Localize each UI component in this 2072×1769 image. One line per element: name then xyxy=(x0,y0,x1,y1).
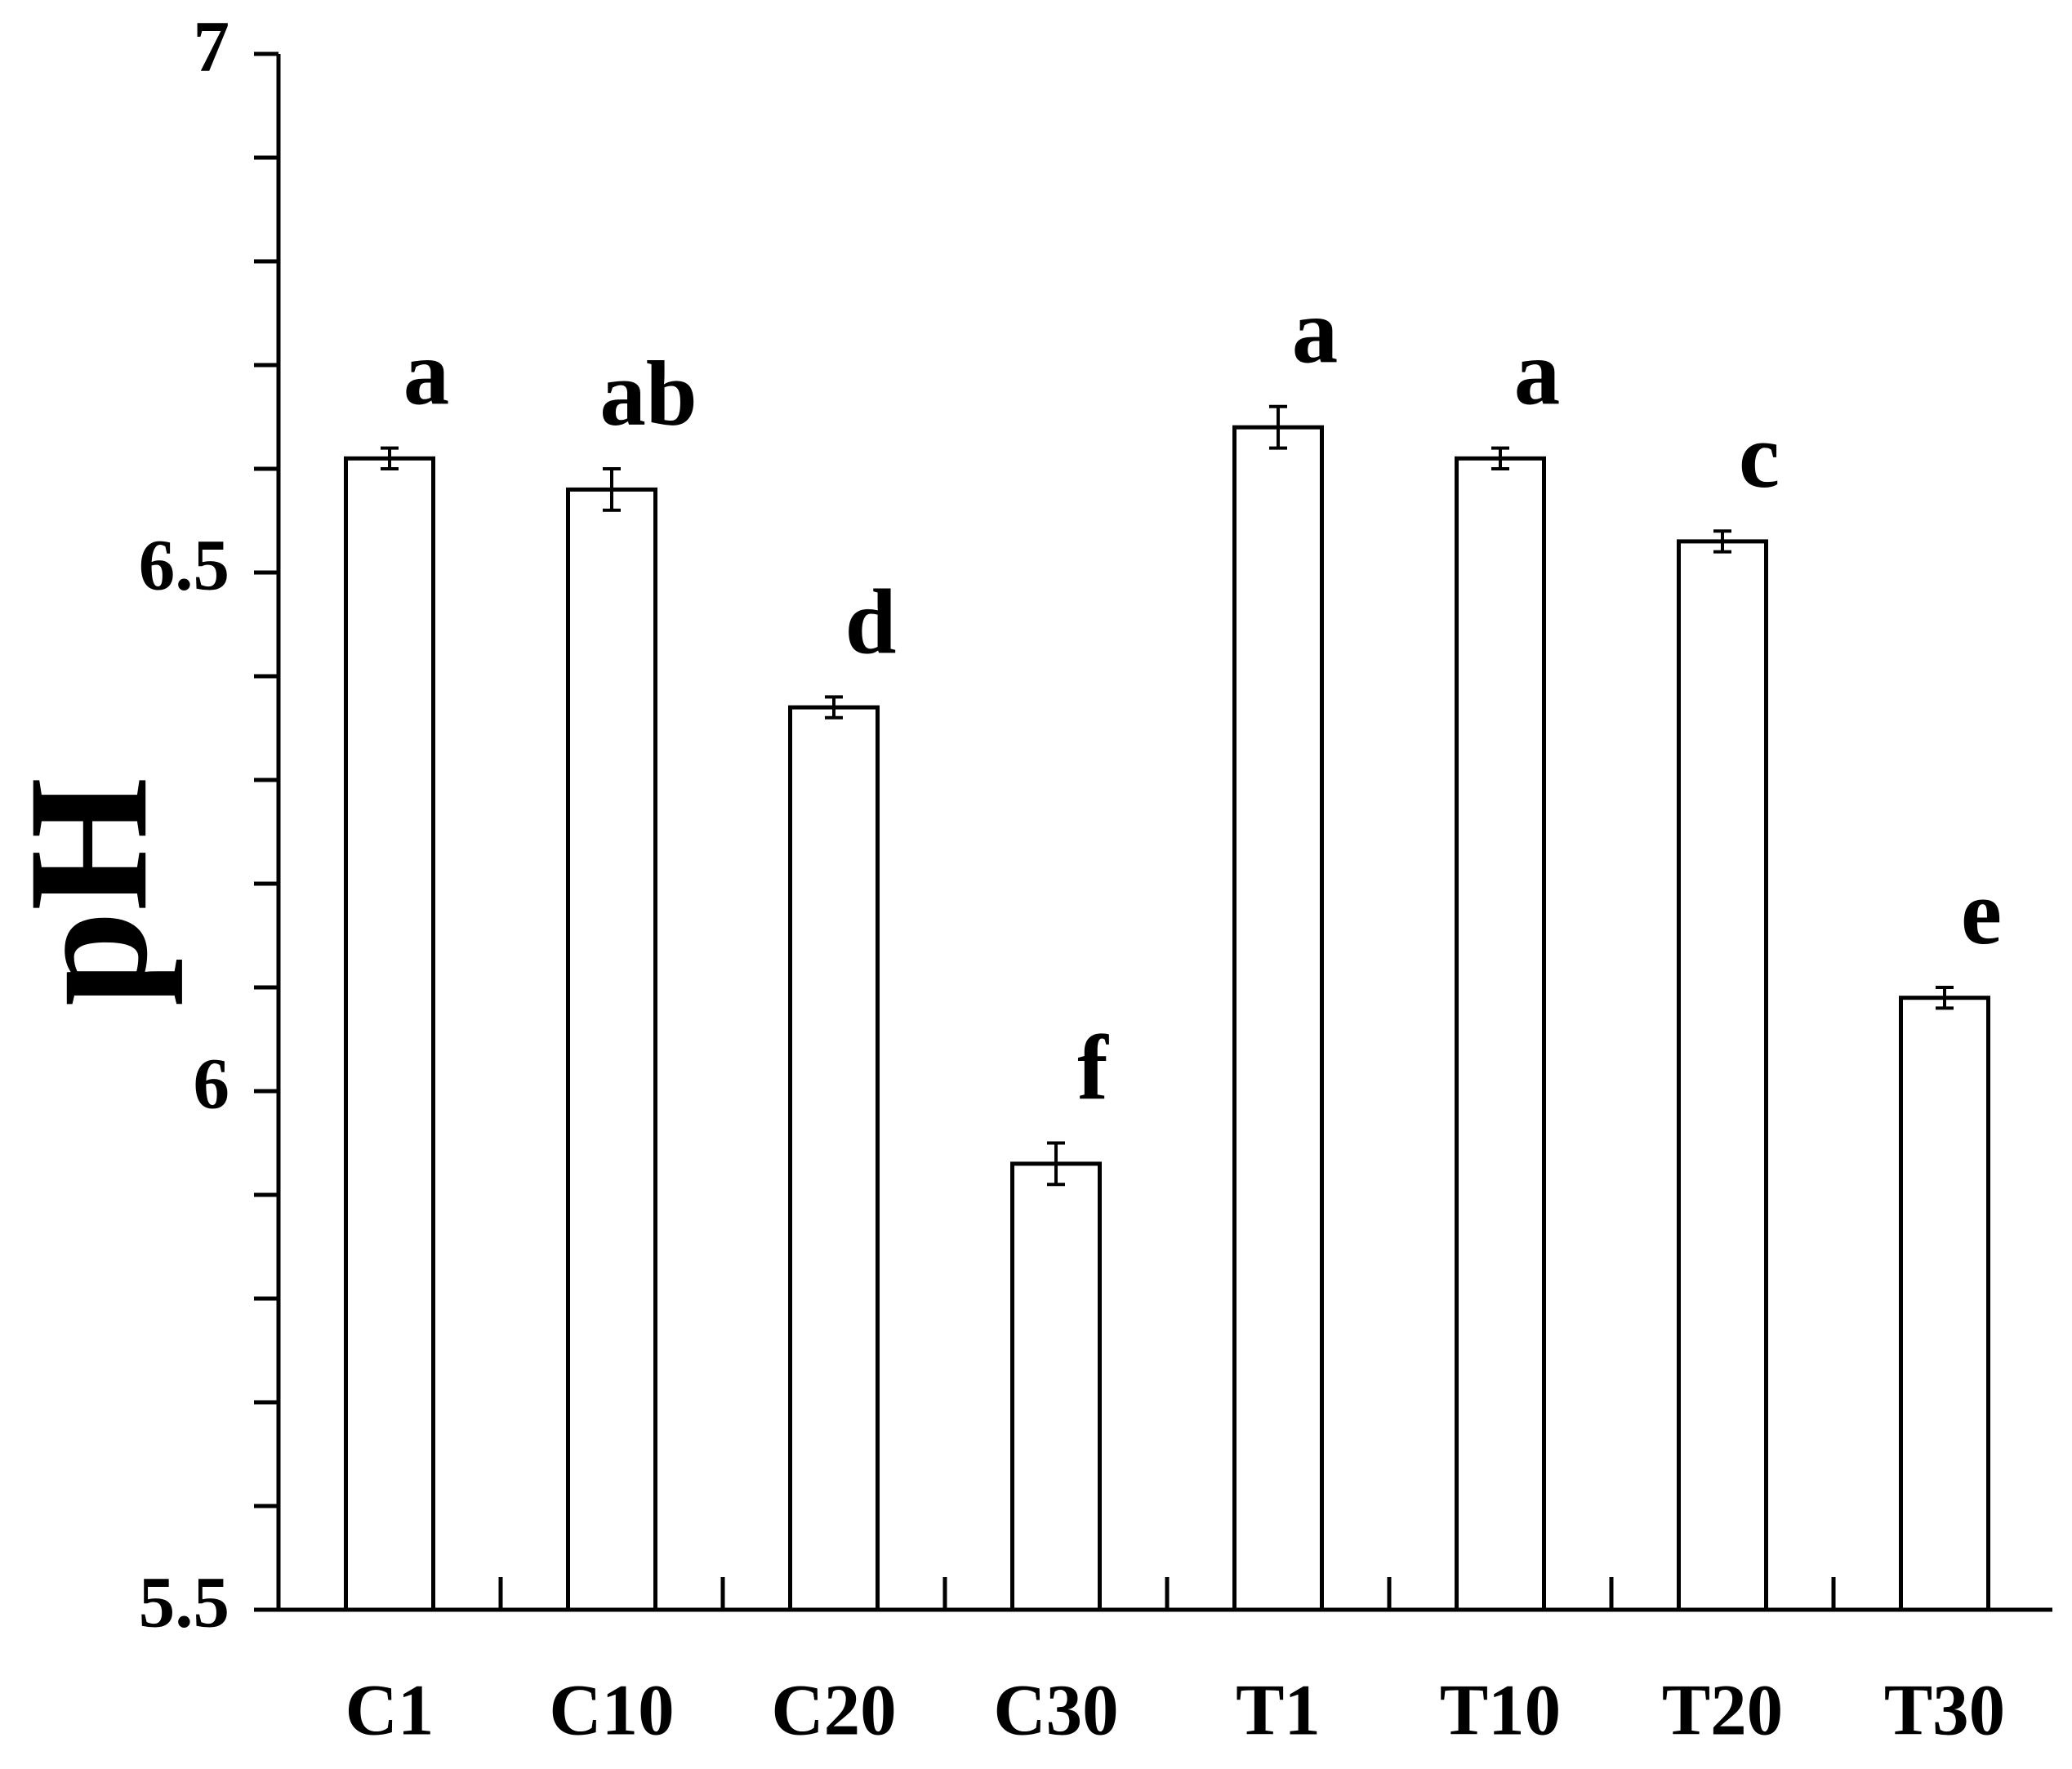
significance-label: a xyxy=(1514,323,1561,425)
bar xyxy=(344,456,435,1612)
significance-label: a xyxy=(403,323,450,425)
x-tick-label: T30 xyxy=(1884,1670,2005,1750)
y-axis-title: pH xyxy=(0,778,183,1006)
x-tick-label: C1 xyxy=(345,1670,434,1750)
x-tick-label: C30 xyxy=(993,1670,1118,1750)
x-tick-label: T20 xyxy=(1662,1670,1783,1750)
x-tick-label: C10 xyxy=(549,1670,674,1750)
y-tick-label: 5.5 xyxy=(139,1562,229,1642)
significance-label: ab xyxy=(599,343,697,445)
bar xyxy=(566,487,657,1612)
bar xyxy=(1232,425,1324,1612)
bar xyxy=(1010,1161,1102,1612)
x-tick-label: T1 xyxy=(1236,1670,1321,1750)
y-tick-label: 7 xyxy=(194,7,230,87)
bar xyxy=(1899,996,1990,1612)
y-tick-label: 6 xyxy=(194,1044,230,1124)
bar xyxy=(1455,456,1546,1612)
significance-label: f xyxy=(1077,1017,1109,1119)
significance-label: c xyxy=(1739,405,1780,507)
bar xyxy=(788,705,880,1612)
y-tick-label: 6.5 xyxy=(139,525,229,605)
significance-label: a xyxy=(1292,281,1339,383)
x-tick-label: C20 xyxy=(771,1670,896,1750)
bar xyxy=(1677,539,1768,1612)
x-tick-label: T10 xyxy=(1440,1670,1561,1750)
significance-label: e xyxy=(1961,862,2002,964)
significance-label: d xyxy=(845,571,897,673)
